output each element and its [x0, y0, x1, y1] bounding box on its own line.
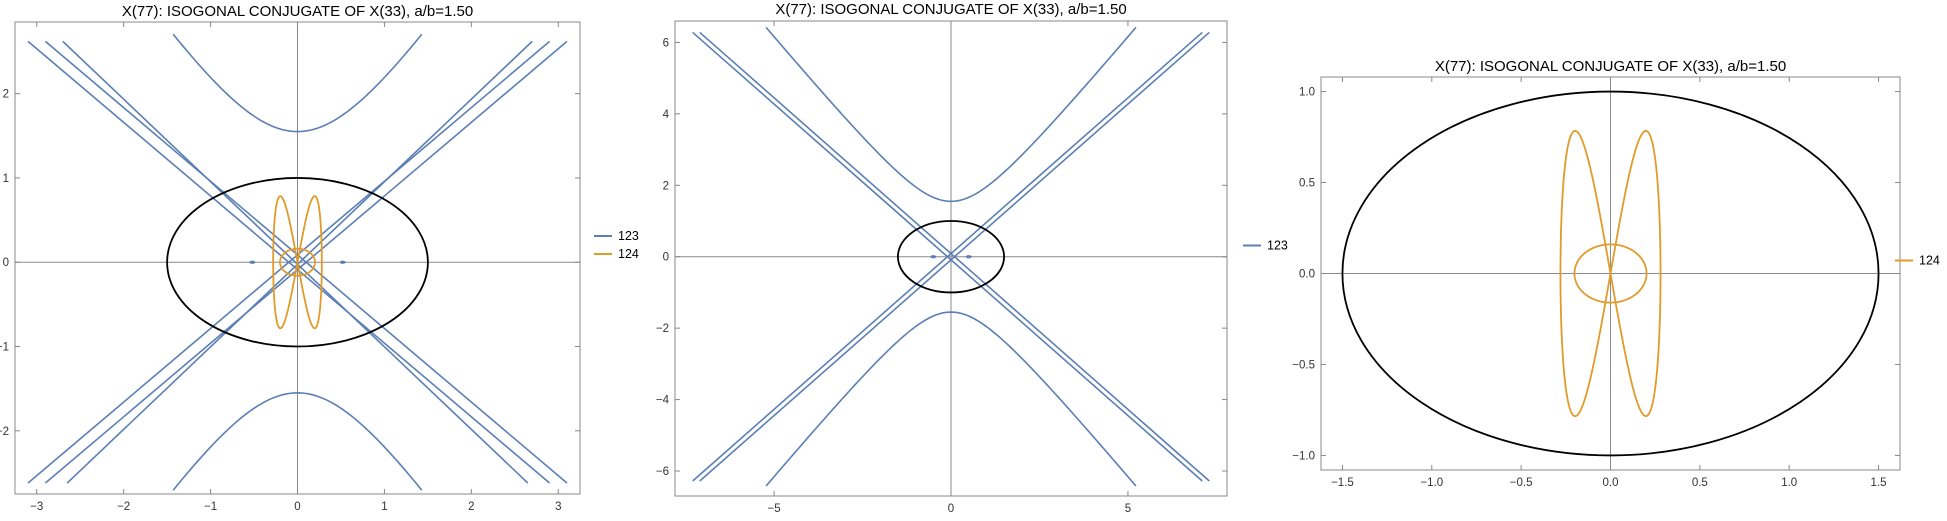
chart-title: X(77): ISOGONAL CONJUGATE OF X(33), a/b=… [1435, 58, 1786, 75]
series-123-hyperbola-branch-lower [765, 311, 1137, 487]
y-tick-label: 2 [663, 180, 669, 192]
y-tick-label: 0 [663, 252, 669, 264]
legend-label-124: 124 [1919, 254, 1940, 268]
x-tick-label: 3 [555, 501, 561, 513]
x-tick-label: −1 [204, 501, 217, 513]
series-124-inner-loop [1573, 243, 1648, 304]
y-tick-label: −6 [656, 466, 669, 478]
x-tick-label: 1.0 [1781, 477, 1797, 489]
legend-label-123: 123 [1267, 239, 1288, 253]
x-tick-label: 5 [1125, 503, 1131, 515]
y-tick-label: 1 [3, 173, 9, 185]
series-123-mark-1 [249, 260, 256, 264]
series-123-hyperbola-branch-upper [765, 26, 1137, 203]
y-tick-label: −1.0 [1292, 450, 1315, 462]
x-tick-label: 2 [468, 501, 474, 513]
y-tick-label: 0.0 [1299, 269, 1315, 281]
chart-title: X(77): ISOGONAL CONJUGATE OF X(33), a/b=… [775, 1, 1126, 18]
series-124-lobes [1559, 129, 1662, 418]
series-123-mark-1 [930, 255, 937, 259]
y-tick-label: 2 [3, 89, 9, 101]
y-tick-label: −4 [656, 395, 670, 407]
series-123-line-5 [62, 40, 529, 484]
series-123-line-4 [699, 31, 1210, 482]
legend-label-123: 123 [618, 229, 639, 243]
x-tick-label: −5 [768, 503, 781, 515]
y-tick-label: 6 [663, 37, 669, 49]
x-tick-label: 1.5 [1871, 477, 1887, 489]
reference-ellipse [166, 177, 429, 348]
chart-panel-3: X(77): ISOGONAL CONJUGATE OF X(33), a/b=… [1292, 58, 1940, 489]
series-123-line-3 [27, 40, 551, 484]
series-124-lobes [272, 195, 323, 330]
legend-label-124: 124 [618, 247, 639, 261]
series-123 [692, 26, 1210, 487]
y-tick-label: 1.0 [1299, 87, 1315, 99]
y-tick-label: −1 [0, 342, 9, 354]
x-tick-label: 0.0 [1603, 477, 1619, 489]
series-123 [27, 33, 568, 491]
series-123-mark-2 [339, 260, 346, 264]
series-124 [1559, 129, 1662, 418]
y-tick-label: 0.5 [1299, 178, 1315, 190]
reference-ellipse [1341, 90, 1880, 457]
series-124 [272, 195, 323, 330]
series-124-inner-loop [279, 247, 316, 277]
x-tick-label: 1 [381, 501, 387, 513]
reference-ellipse [897, 220, 1005, 294]
series-123-line-3 [692, 31, 1203, 482]
x-tick-label: 0.5 [1692, 477, 1708, 489]
x-tick-label: −1.0 [1420, 477, 1443, 489]
series-123-line-6 [66, 40, 533, 484]
x-tick-label: −0.5 [1510, 477, 1533, 489]
plot-area [1341, 90, 1880, 457]
chart-panel-2: X(77): ISOGONAL CONJUGATE OF X(33), a/b=… [656, 1, 1288, 515]
y-tick-label: −2 [0, 426, 9, 438]
x-tick-label: −3 [30, 501, 43, 513]
chart-title: X(77): ISOGONAL CONJUGATE OF X(33), a/b=… [122, 3, 473, 20]
x-tick-label: 0 [294, 501, 300, 513]
y-tick-label: 4 [663, 109, 670, 121]
chart-panel-1: X(77): ISOGONAL CONJUGATE OF X(33), a/b=… [0, 3, 639, 513]
x-tick-label: −1.5 [1331, 477, 1354, 489]
y-tick-label: −0.5 [1292, 359, 1315, 371]
y-tick-label: 0 [3, 257, 9, 269]
y-tick-label: −2 [656, 323, 669, 335]
series-123-hyperbola-branch-upper [172, 33, 423, 133]
series-123-mark-2 [965, 255, 972, 259]
series-123-line-4 [44, 40, 568, 484]
plot-area [27, 33, 568, 491]
x-tick-label: 0 [948, 503, 954, 515]
series-123-hyperbola-branch-lower [172, 392, 423, 491]
x-tick-label: −2 [117, 501, 130, 513]
plot-area [692, 26, 1210, 487]
